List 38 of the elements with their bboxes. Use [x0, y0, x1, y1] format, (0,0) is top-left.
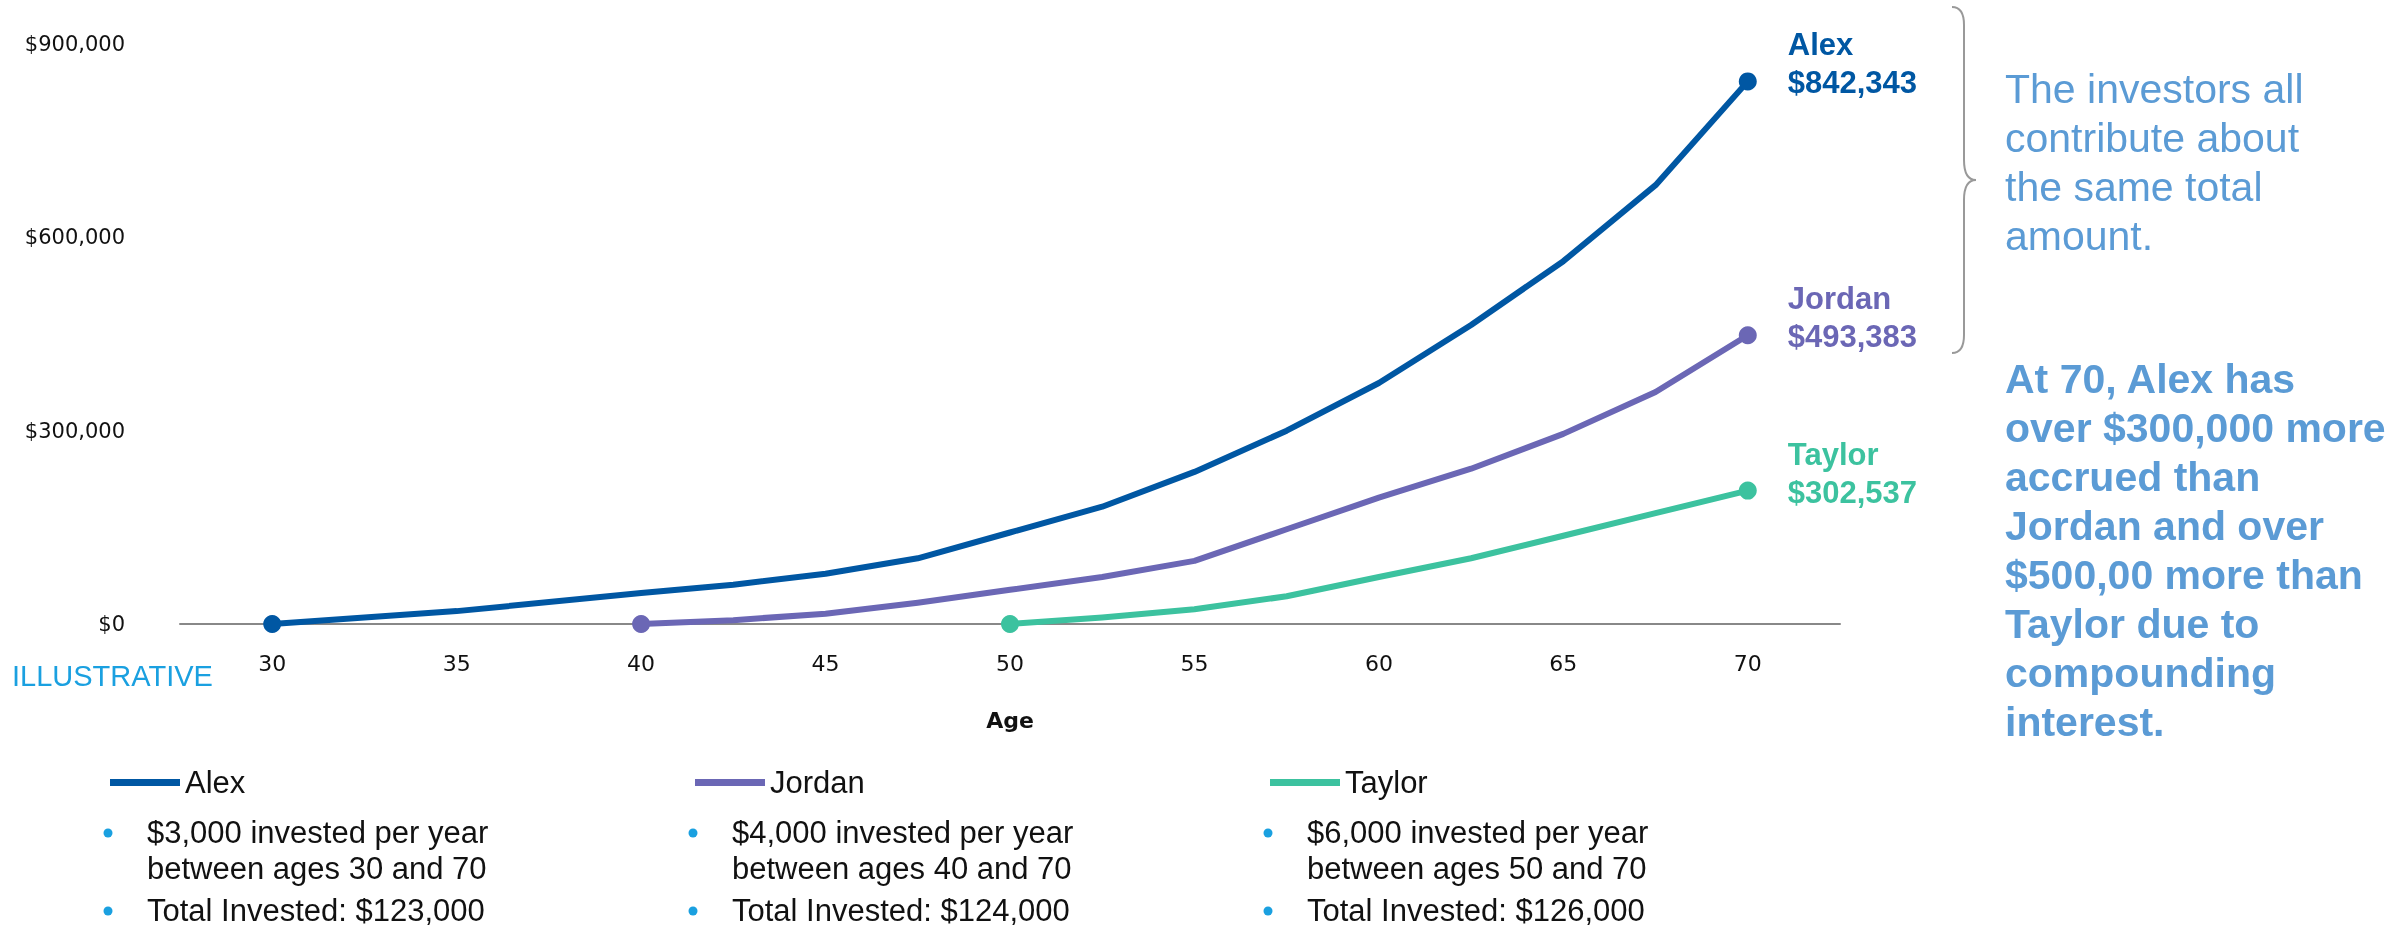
x-tick-label: 45 — [811, 650, 840, 676]
text: At 70, Alex has over $300,000 more accrued than Jordan and over $500,00 more than Taylor due to compounding interest. — [2005, 355, 2387, 747]
x-tick-label: 30 — [258, 650, 287, 676]
legend-label: Jordan — [770, 765, 865, 800]
text: $6,000 invested per year between ages 50 and 70 — [1306, 815, 1650, 887]
text: Jordan — [1787, 281, 1892, 317]
annotation: $842,343 — [1787, 64, 1918, 103]
annotation: $302,537 — [1787, 473, 1918, 512]
x-tick-label: 70 — [1733, 650, 1762, 676]
x-tick-label: 60 — [1364, 650, 1393, 676]
x-axis-title: Age — [986, 707, 1034, 733]
x-tick-label: 55 — [1180, 650, 1209, 676]
y-tick-label: $900,000 — [24, 32, 125, 56]
y-tick-label: $600,000 — [24, 225, 125, 250]
x-tick-label: 35 — [442, 650, 471, 676]
text: $3,000 invested per year between ages 30 and 70 — [146, 815, 490, 887]
text: $4,000 invested per year between ages 40 and 70 — [731, 815, 1075, 887]
x-tick-label: 40 — [627, 650, 656, 676]
legend-label: Alex — [185, 765, 246, 800]
text: Total Invested: $124,000 — [731, 893, 1071, 929]
y-tick-label: $0 — [98, 612, 125, 636]
text: Total Invested: $126,000 — [1306, 893, 1646, 929]
y-tick-label: $300,000 — [24, 418, 125, 443]
text: The investors all contribute about the same total amount. — [2005, 65, 2305, 261]
legend-label: Taylor — [1345, 765, 1428, 800]
point — [1738, 326, 1757, 345]
point — [1738, 72, 1757, 91]
text: Taylor — [1787, 436, 1879, 472]
text: Total Invested: $123,000 — [146, 893, 486, 929]
text: Alex — [1787, 27, 1854, 63]
point — [632, 615, 651, 633]
x-tick-label: 50 — [996, 650, 1024, 676]
point — [263, 615, 282, 633]
point — [1738, 481, 1757, 500]
x-tick-label: 65 — [1549, 650, 1578, 676]
text: ILLUSTRATIVE — [12, 660, 213, 693]
annotation: $493,383 — [1787, 318, 1918, 357]
point — [1001, 615, 1019, 633]
